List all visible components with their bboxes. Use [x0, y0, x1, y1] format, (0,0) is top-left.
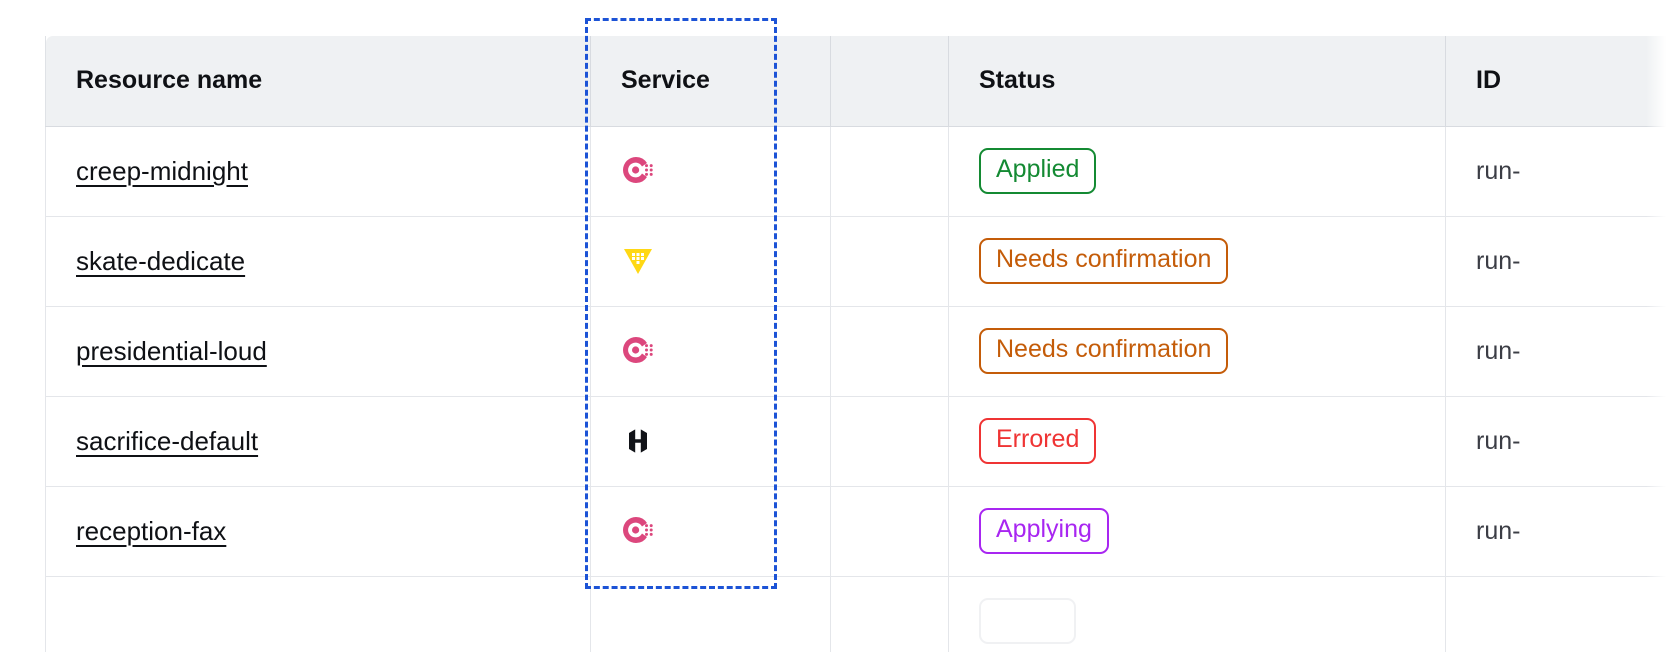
cell-status: Errored: [948, 396, 1446, 487]
resource-name-link[interactable]: sacrifice-default: [76, 425, 259, 456]
table-row[interactable]: sacrifice-default Errored run-: [45, 396, 1672, 487]
status-badge: Needs confirmation: [979, 238, 1229, 284]
hashicorp-icon: [629, 429, 647, 453]
cell-spacer: [830, 576, 949, 652]
cell-resource-name: [45, 576, 591, 652]
status-badge: Applying: [979, 508, 1109, 554]
consul-icon: [623, 156, 653, 184]
cell-id: run-: [1445, 486, 1672, 577]
cell-service: [590, 486, 831, 577]
cell-spacer: [830, 216, 949, 307]
cell-status: Needs confirmation: [948, 306, 1446, 397]
cell-service: [590, 306, 831, 397]
resource-name-link[interactable]: presidential-loud: [76, 335, 267, 366]
consul-icon: [623, 516, 653, 544]
cell-spacer: [830, 486, 949, 577]
run-id-text: run-: [1476, 336, 1521, 365]
table-row[interactable]: reception-fax Applying run-: [45, 486, 1672, 577]
vault-icon: [624, 249, 652, 274]
cell-status: [948, 576, 1446, 652]
table-row[interactable]: [45, 576, 1672, 652]
resource-name-link[interactable]: skate-dedicate: [76, 245, 246, 276]
run-id-text: run-: [1476, 426, 1521, 455]
resource-name-link[interactable]: reception-fax: [76, 515, 227, 546]
cell-spacer: [830, 126, 949, 217]
status-badge: Errored: [979, 418, 1097, 464]
cell-spacer: [830, 396, 949, 487]
column-header-resource-name[interactable]: Resource name: [45, 36, 591, 127]
run-id-text: run-: [1476, 246, 1521, 275]
column-header-spacer: [830, 36, 949, 127]
cell-resource-name: creep-midnight: [45, 126, 591, 217]
cell-service: [590, 126, 831, 217]
cell-status: Applying: [948, 486, 1446, 577]
cell-id: run-: [1445, 216, 1672, 307]
column-header-service[interactable]: Service: [590, 36, 831, 127]
cell-service: [590, 576, 831, 652]
cell-resource-name: skate-dedicate: [45, 216, 591, 307]
table-header-row: Resource name Service Status ID: [45, 36, 1672, 127]
status-badge: [979, 598, 1076, 644]
cell-service: [590, 396, 831, 487]
consul-icon: [623, 336, 653, 364]
table-row[interactable]: skate-dedicate Needs confirmation run-: [45, 216, 1672, 307]
status-badge: Needs confirmation: [979, 328, 1229, 374]
status-badge: Applied: [979, 148, 1097, 194]
cell-resource-name: sacrifice-default: [45, 396, 591, 487]
cell-status: Applied: [948, 126, 1446, 217]
cell-status: Needs confirmation: [948, 216, 1446, 307]
table-row[interactable]: creep-midnight Applied run-: [45, 126, 1672, 217]
table-row[interactable]: presidential-loud Needs confirmation run-: [45, 306, 1672, 397]
run-id-text: run-: [1476, 156, 1521, 185]
cell-id: run-: [1445, 126, 1672, 217]
cell-service: [590, 216, 831, 307]
cell-id: run-: [1445, 396, 1672, 487]
resources-table-container[interactable]: Resource name Service Status ID creep-mi…: [45, 36, 1672, 652]
cell-spacer: [830, 306, 949, 397]
cell-id: run-: [1445, 306, 1672, 397]
table-header: Resource name Service Status ID: [45, 36, 1672, 127]
table-body: creep-midnight Applied run-skate-dedicate N…: [45, 126, 1672, 652]
column-header-status[interactable]: Status: [948, 36, 1446, 127]
resources-table: Resource name Service Status ID creep-mi…: [45, 36, 1672, 652]
cell-id: [1445, 576, 1672, 652]
cell-resource-name: reception-fax: [45, 486, 591, 577]
run-id-text: run-: [1476, 516, 1521, 545]
cell-resource-name: presidential-loud: [45, 306, 591, 397]
column-header-id[interactable]: ID: [1445, 36, 1672, 127]
resource-name-link[interactable]: creep-midnight: [76, 155, 248, 186]
